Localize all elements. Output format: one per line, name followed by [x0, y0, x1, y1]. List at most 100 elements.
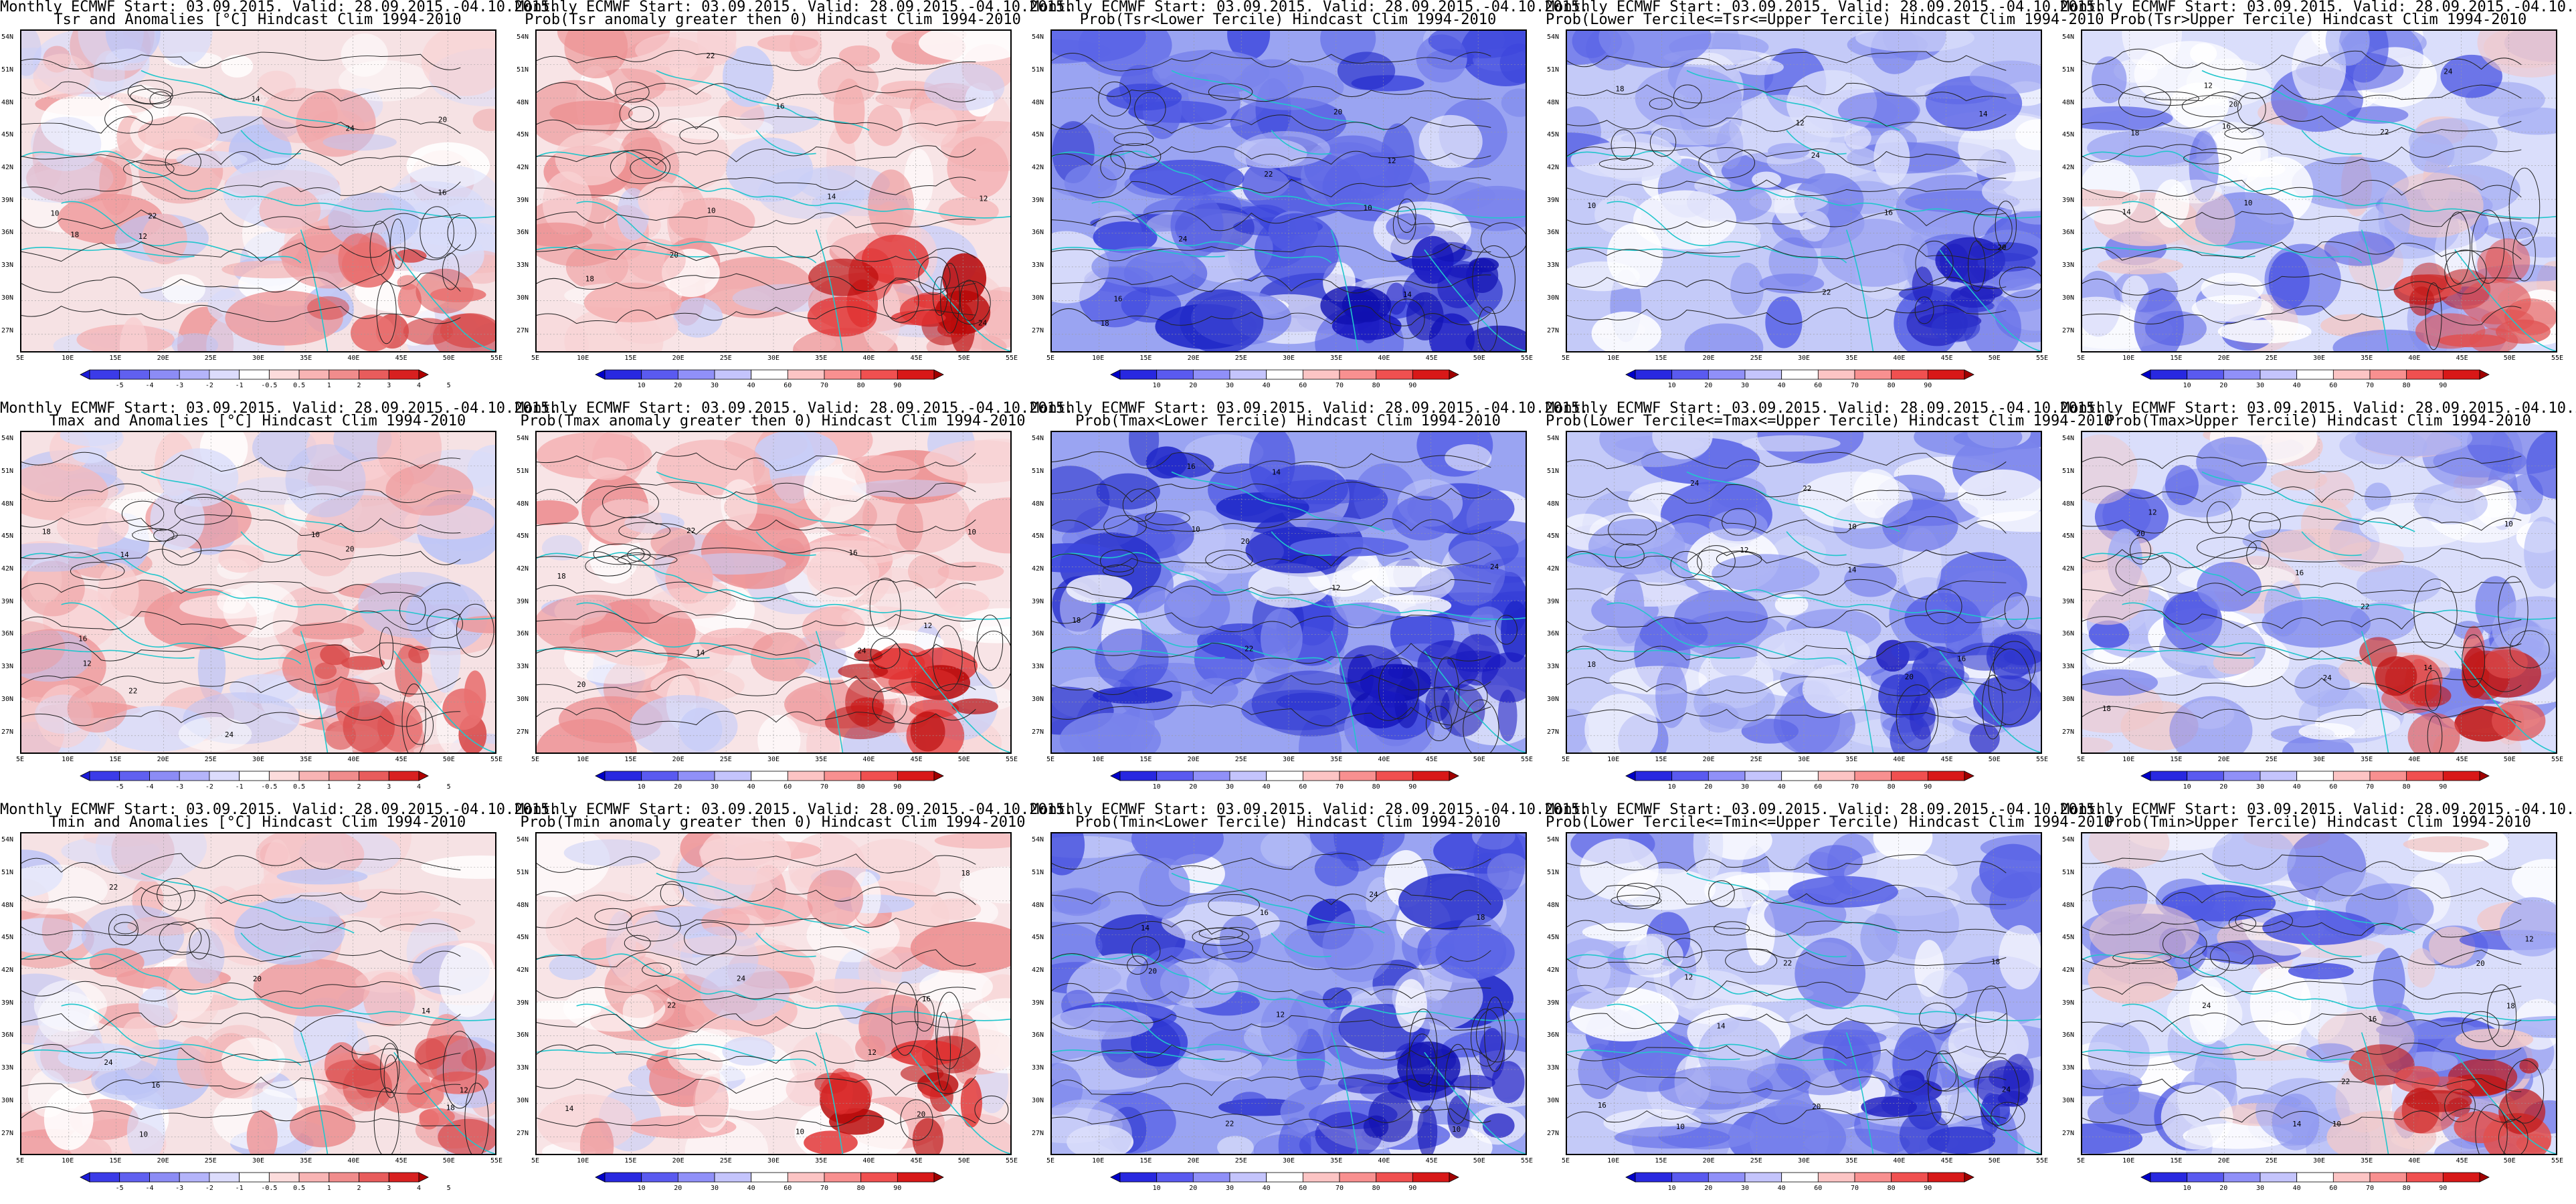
contour-label: 20 — [1333, 108, 1342, 116]
latitude-label: 36N — [2062, 630, 2075, 638]
panel-title-line1: Monthly ECMWF Start: 03.09.2015. Valid: … — [2061, 801, 2576, 818]
colorbar-swatch — [641, 1172, 678, 1183]
colorbar-swatch — [1302, 1172, 1340, 1183]
longitude-label: 40E — [1378, 756, 1390, 763]
colorbar-swatch — [824, 369, 862, 380]
colorbar-swatch — [1927, 771, 1965, 781]
colorbar — [1625, 369, 1974, 380]
latitude-label: 30N — [1547, 695, 1560, 703]
contour-label: 12 — [868, 1048, 877, 1057]
colorbar — [1625, 1172, 1974, 1183]
longitude-label: 50E — [1988, 756, 2001, 763]
panel-title-line1: Monthly ECMWF Start: 03.09.2015. Valid: … — [0, 801, 559, 818]
colorbar-tick-label: -0.5 — [261, 382, 278, 389]
grid-lines — [1567, 833, 2041, 1154]
contour-label: 10 — [796, 1128, 804, 1136]
panel-title-line2: Prob(Tsr>Upper Tercile) Hindcast Clim 19… — [2110, 11, 2527, 28]
map-panel-tmin-anomaly: Monthly ECMWF Start: 03.09.2015. Valid: … — [0, 801, 559, 1204]
colorbar-tick-label: 80 — [856, 783, 865, 791]
colorbar — [1110, 1172, 1459, 1183]
colorbar-swatch — [1229, 369, 1267, 380]
colorbar-swatch — [1891, 771, 1928, 781]
panel-title-line2: Prob(Tmin<Lower Tercile) Hindcast Clim 1… — [1075, 814, 1501, 831]
longitude-label: 40E — [347, 1157, 360, 1165]
anomaly-shading — [537, 833, 1010, 1154]
latitude-label: 51N — [1, 467, 14, 475]
colorbar-swatch — [1339, 369, 1377, 380]
temperature-contours — [1052, 52, 1526, 351]
latitude-label: 33N — [1032, 1064, 1044, 1072]
map-panel-tmin-prob-lower: Monthly ECMWF Start: 03.09.2015. Valid: … — [1030, 803, 1588, 1204]
colorbar-tick-label: 30 — [2256, 1185, 2265, 1192]
anomaly-shading — [1052, 432, 1526, 752]
colorbar-tick-label: 80 — [1887, 783, 1896, 791]
latitude-label: 27N — [2062, 1129, 2075, 1137]
colorbar-swatch — [824, 771, 862, 781]
panel-title-line2: Prob(Tsr anomaly greater then 0) Hindcas… — [525, 11, 1021, 28]
latitude-label: 42N — [1032, 966, 1044, 974]
colorbar-tick-label: 10 — [1667, 1185, 1676, 1192]
colorbar-tick-label: 90 — [1924, 783, 1932, 791]
coastlines — [537, 872, 1010, 1154]
colorbar-tick-label: 40 — [747, 382, 755, 389]
latitude-label: 30N — [1032, 294, 1044, 302]
latitude-label: 42N — [1547, 966, 1560, 974]
latitude-label: 27N — [1547, 1129, 1560, 1137]
colorbar-tick-label: 30 — [710, 382, 719, 389]
colorbar-swatch — [268, 771, 300, 781]
anomaly-shading — [537, 31, 1010, 351]
colorbar-tick-label: 70 — [820, 382, 829, 389]
colorbar-tick-label: 60 — [784, 783, 792, 791]
colorbar-swatch — [239, 771, 270, 781]
latitude-label: 39N — [2062, 597, 2075, 605]
latitude-label: 42N — [2062, 163, 2075, 171]
latitude-label: 39N — [1, 597, 14, 605]
longitude-label: 40E — [862, 1157, 875, 1165]
longitude-label: 5E — [2076, 355, 2086, 362]
map-panel-tsr-anomaly: Monthly ECMWF Start: 03.09.2015. Valid: … — [0, 0, 558, 401]
colorbar-max-arrow — [2479, 369, 2490, 380]
longitude-label: 5E — [1561, 355, 1570, 362]
longitude-label: 25E — [1750, 1157, 1762, 1165]
colorbar-tick-label: -2 — [205, 1185, 213, 1192]
map-panel-tmax-prob-above: Monthly ECMWF Start: 03.09.2015. Valid: … — [515, 401, 1073, 803]
colorbar-tick-label: 60 — [1299, 783, 1307, 791]
colorbar-tick-label: 10 — [2183, 1185, 2191, 1192]
latitude-label: 27N — [1547, 326, 1560, 334]
colorbar-tick-label: -2 — [205, 382, 213, 389]
contour-label: 24 — [2002, 1085, 2011, 1094]
longitude-label: 10E — [2122, 1157, 2135, 1165]
longitude-label: 15E — [2170, 355, 2183, 362]
colorbar-tick-label: -5 — [115, 382, 124, 389]
temperature-contours — [21, 52, 476, 344]
colorbar-tick-label: 10 — [1152, 1185, 1161, 1192]
colorbar-tick-label: -4 — [145, 783, 154, 791]
map-panel-tsr-prob-lower: Monthly ECMWF Start: 03.09.2015. Valid: … — [1030, 0, 1588, 401]
longitude-label: 45E — [395, 355, 407, 362]
colorbar-tick-label: 70 — [820, 1185, 829, 1192]
colorbar-min-arrow — [1110, 1172, 1121, 1183]
longitude-label: 20E — [157, 1157, 169, 1165]
contour-label: 10 — [2504, 520, 2513, 528]
contour-label: 16 — [849, 548, 858, 557]
colorbar-swatch — [1192, 771, 1230, 781]
colorbar-wrapper — [2140, 369, 2490, 380]
colorbar-swatch — [1781, 1172, 1819, 1183]
panel-title-line2: Prob(Tmin>Upper Tercile) Hindcast Clim 1… — [2106, 814, 2531, 831]
longitude-label: 10E — [577, 355, 589, 362]
colorbar-swatch — [359, 1172, 389, 1183]
colorbar-tick-label: 90 — [1924, 382, 1932, 389]
colorbar — [1625, 771, 1974, 781]
contour-label: 16 — [922, 995, 931, 1003]
colorbar-min-arrow — [80, 1172, 90, 1183]
colorbar-tick-label: 60 — [1299, 382, 1307, 389]
longitude-label: 25E — [1750, 756, 1762, 763]
colorbar-tick-label: -3 — [175, 783, 184, 791]
longitude-label: 40E — [347, 756, 360, 763]
colorbar-swatch — [860, 369, 898, 380]
contour-label: 24 — [225, 730, 234, 739]
panel-title-line2: Prob(Tmax anomaly greater then 0) Hindca… — [520, 413, 1026, 429]
map-plot-area: 10 12 14 16 18 20 22 24 — [2081, 29, 2557, 353]
longitude-label: 40E — [1893, 1157, 1906, 1165]
longitude-label: 40E — [1378, 1157, 1390, 1165]
